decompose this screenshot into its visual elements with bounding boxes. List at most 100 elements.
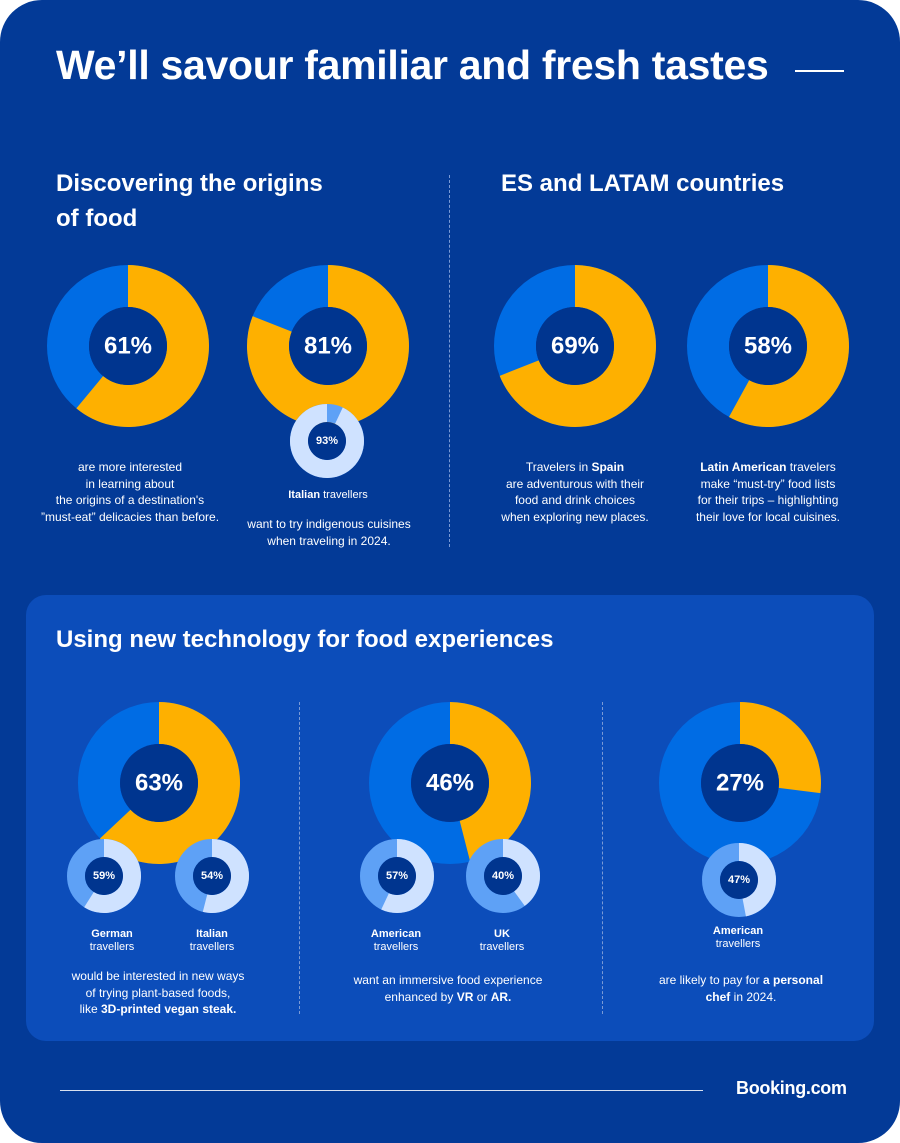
tech-col2-label-a: American travellers xyxy=(346,928,446,954)
donut-value-arc xyxy=(450,702,531,862)
label-rest: travellers xyxy=(373,941,419,953)
donut-hole xyxy=(308,422,346,460)
donut-percent-label: 93% xyxy=(316,435,338,447)
donut-40: 40% xyxy=(466,839,540,913)
donut-46: 46% xyxy=(369,702,531,864)
donut-hole xyxy=(701,744,779,822)
label-bold: UK xyxy=(494,928,510,940)
label-rest: travellers xyxy=(189,941,235,953)
donut-54: 54% xyxy=(175,839,249,913)
donut-63: 63% xyxy=(78,702,241,864)
donut-59: 59% xyxy=(67,838,141,913)
title-rule xyxy=(795,70,844,72)
caption-line: are more interested xyxy=(77,460,183,474)
caption-line: when traveling in 2024. xyxy=(267,533,391,548)
tech-heading: Using new technology for food experience… xyxy=(56,626,554,653)
caption-text: are likely to pay for xyxy=(658,973,763,987)
page-title: We’ll savour familiar and fresh tastes xyxy=(56,42,769,88)
donut-hole xyxy=(89,307,167,385)
donut-percent-label: 57% xyxy=(386,870,408,882)
es-heading: ES and LATAM countries xyxy=(501,170,785,197)
donut-58: 58% xyxy=(687,265,849,427)
caption-line: of trying plant-based foods, xyxy=(85,985,231,1000)
label-bold: American xyxy=(370,928,422,940)
label-bold: Italian xyxy=(196,928,228,940)
donut-percent-label: 61% xyxy=(104,333,152,360)
donut-47: 47% xyxy=(702,843,776,917)
donut-value-arc xyxy=(99,702,241,864)
label-bold: Italian xyxy=(288,489,321,501)
tech-divider-1 xyxy=(299,702,300,1014)
caption-line: want to try indigenous cuisines xyxy=(247,517,411,531)
caption-line: for their trips – highlighting xyxy=(697,493,839,507)
donut-percent-label: 69% xyxy=(551,333,599,360)
caption-line: are adventurous with their xyxy=(505,476,645,491)
section-divider xyxy=(449,175,450,547)
label-rest: travellers xyxy=(320,489,368,501)
tech-col1-caption: would be interested in new ways of tryin… xyxy=(48,968,268,1018)
caption-bold: 3D-printed vegan steak. xyxy=(100,1002,237,1016)
donut-hole xyxy=(484,857,522,895)
donut-percent-label: 40% xyxy=(492,870,514,882)
donut-value-arc xyxy=(503,839,540,906)
donut-value-arc xyxy=(740,702,821,794)
caption-line: would be interested in new ways xyxy=(71,969,245,983)
origins-stat2-caption: want to try indigenous cuisines when tra… xyxy=(219,516,439,549)
caption-line: the origins of a destination's xyxy=(55,493,205,507)
caption-bold: chef xyxy=(705,989,731,1004)
caption-text: or xyxy=(473,989,491,1004)
brand-logo: Booking.com xyxy=(736,1078,847,1098)
donut-value-arc xyxy=(739,843,776,917)
donut-value-arc xyxy=(247,265,409,427)
donut-percent-label: 54% xyxy=(201,870,223,882)
caption-line: when exploring new places. xyxy=(501,509,649,524)
tech-col2-caption: want an immersive food experience enhanc… xyxy=(338,972,558,1005)
origins-heading-line2: of food xyxy=(56,205,138,232)
caption-bold: a personal xyxy=(763,973,824,987)
caption-bold: Latin American xyxy=(700,460,787,474)
caption-line: like 3D-printed vegan steak. xyxy=(48,1001,268,1018)
tech-col1-label-b: Italian travellers xyxy=(162,928,262,954)
origins-stat1-caption: are more interested in learning about th… xyxy=(20,459,240,525)
caption-line: chef in 2024. xyxy=(631,989,851,1006)
donut-hole xyxy=(720,861,758,899)
tech-col1-label-a: German travellers xyxy=(62,928,162,954)
caption-bold: Spain xyxy=(591,460,625,474)
tech-divider-2 xyxy=(602,702,603,1014)
donut-57: 57% xyxy=(360,839,434,914)
donut-percent-label: 58% xyxy=(744,333,792,360)
label-bold: American xyxy=(712,925,764,937)
label-rest: travellers xyxy=(89,941,135,953)
donut-percent-label: 47% xyxy=(728,874,750,886)
es-stat1-caption: Travelers in Spain are adventurous with … xyxy=(465,459,685,525)
donut-value-arc xyxy=(381,839,434,914)
donut-percent-label: 59% xyxy=(93,870,115,882)
donut-value-arc xyxy=(84,838,141,913)
donut-percent-label: 63% xyxy=(135,770,183,797)
tech-col2-label-b: UK travellers xyxy=(452,928,552,954)
donut-27: 27% xyxy=(659,702,821,864)
origins-heading-line1: Discovering the origins xyxy=(56,170,323,197)
caption-text: like xyxy=(79,1002,101,1016)
caption-line: in learning about xyxy=(85,476,175,491)
caption-line: want an immersive food experience xyxy=(353,973,543,987)
donut-81: 81% xyxy=(247,265,409,427)
caption-line: Travelers in Spain xyxy=(465,459,685,476)
donut-value-arc xyxy=(76,265,210,427)
caption-line: enhanced by VR or AR. xyxy=(338,989,558,1006)
caption-text: Travelers in xyxy=(525,460,592,474)
caption-line: their love for local cuisines. xyxy=(695,509,841,524)
caption-line: food and drink choices xyxy=(514,493,636,507)
origins-heading: Discovering the origins of food xyxy=(56,166,323,236)
caption-line: make “must-try” food lists xyxy=(700,476,836,491)
donut-hole xyxy=(193,857,231,895)
donut-value-arc xyxy=(202,839,249,913)
donut-value-arc xyxy=(728,265,849,427)
donut-value-arc xyxy=(290,404,365,478)
caption-text: enhanced by xyxy=(384,989,457,1004)
caption-text: travelers xyxy=(786,460,836,474)
label-rest: travellers xyxy=(479,941,525,953)
label-bold: German xyxy=(91,928,133,940)
caption-line: are likely to pay for a personal xyxy=(631,972,851,989)
